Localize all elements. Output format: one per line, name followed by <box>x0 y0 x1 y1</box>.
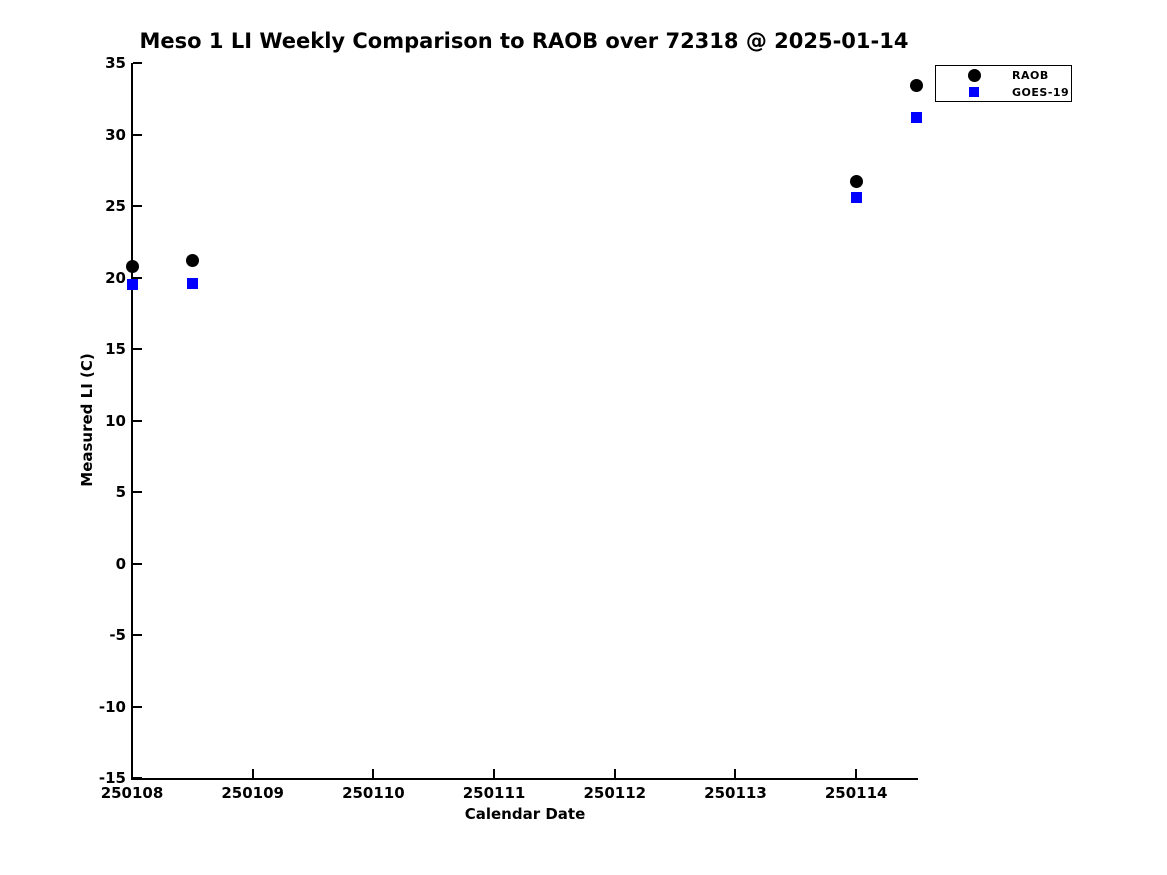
chart-title: Meso 1 LI Weekly Comparison to RAOB over… <box>139 29 909 53</box>
data-point-raob <box>849 175 863 189</box>
legend-marker-cell <box>936 68 1012 82</box>
data-point-goes-19 <box>850 191 862 203</box>
x-axis-label: Calendar Date <box>464 805 586 823</box>
x-tick-label: 250112 <box>583 784 647 802</box>
y-tick-label: 5 <box>115 483 126 501</box>
plot-area <box>131 63 918 780</box>
x-tick-label: 250108 <box>100 784 164 802</box>
legend-label: GOES-19 <box>1012 85 1070 99</box>
x-tick <box>613 769 616 778</box>
data-point-goes-19 <box>186 277 198 289</box>
x-tick <box>734 769 737 778</box>
data-point-goes-19 <box>911 111 922 123</box>
filled-circle-marker-icon <box>967 68 981 82</box>
x-tick-label: 250111 <box>462 784 526 802</box>
y-tick-label: -5 <box>109 626 126 644</box>
y-tick-label: 20 <box>105 268 126 287</box>
data-point-raob <box>125 259 139 273</box>
data-point-raob <box>910 79 923 93</box>
y-tick-label: -10 <box>98 697 126 716</box>
y-tick <box>133 276 142 279</box>
legend-entry-raob: RAOB <box>936 67 1071 84</box>
y-tick-label: 10 <box>105 411 126 430</box>
data-point-raob <box>185 253 199 267</box>
filled-square-marker-icon <box>969 87 979 97</box>
x-tick <box>372 769 375 778</box>
legend-label: RAOB <box>1012 68 1049 82</box>
y-tick <box>133 634 142 636</box>
legend-entry-goes-19: GOES-19 <box>936 84 1071 101</box>
y-tick <box>133 205 142 207</box>
y-tick <box>133 562 142 565</box>
legend: RAOB GOES-19 <box>935 65 1072 102</box>
x-tick-label: 250110 <box>342 784 405 802</box>
y-tick <box>133 419 142 422</box>
y-tick-label: 25 <box>105 197 126 215</box>
y-tick <box>133 491 142 493</box>
y-tick-label: 0 <box>115 554 126 573</box>
y-tick-label: 30 <box>105 125 126 144</box>
legend-marker-cell <box>936 87 1012 97</box>
x-tick-label: 250113 <box>704 784 767 802</box>
x-tick <box>493 769 496 778</box>
data-point-goes-19 <box>126 279 138 291</box>
x-tick <box>855 769 858 778</box>
y-tick <box>133 705 142 708</box>
y-tick-label: 35 <box>105 54 126 72</box>
y-tick-label: -15 <box>98 769 126 787</box>
y-tick <box>133 62 142 64</box>
x-tick-label: 250109 <box>221 784 284 802</box>
y-tick <box>133 777 142 779</box>
y-tick <box>133 348 142 350</box>
x-tick <box>251 769 254 778</box>
y-tick <box>133 133 142 136</box>
y-tick-label: 15 <box>105 340 126 358</box>
x-tick <box>131 769 133 778</box>
x-tick-label: 250114 <box>824 784 888 802</box>
